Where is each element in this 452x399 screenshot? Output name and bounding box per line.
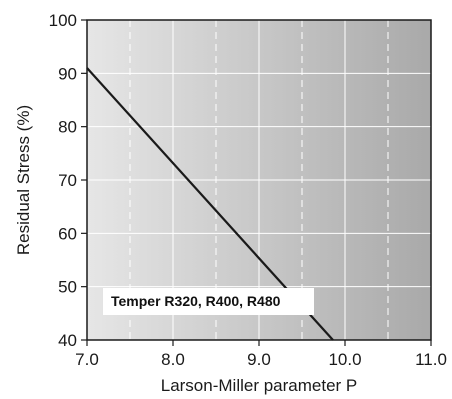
- x-tick-label: 7.0: [75, 350, 99, 369]
- x-axis-title: Larson-Miller parameter P: [161, 376, 358, 395]
- y-tick-label: 100: [49, 11, 77, 30]
- tick-labels: 40 50 60 70 80 90 100 7.0 8.0 9.0 10.0 11.0: [49, 11, 447, 369]
- x-tick-label: 8.0: [161, 350, 185, 369]
- legend-box: [103, 288, 314, 315]
- legend-series-label: Temper R320, R400, R480: [111, 293, 281, 309]
- x-tick-label: 10.0: [328, 350, 361, 369]
- grid-lines: [87, 20, 431, 340]
- y-tick-label: 50: [58, 278, 77, 297]
- legend: Temper R320, R400, R480: [103, 288, 314, 315]
- x-tick-label: 9.0: [247, 350, 271, 369]
- tick-marks: [81, 19, 432, 346]
- y-tick-label: 80: [58, 118, 77, 137]
- x-tick-label: 11.0: [415, 350, 447, 369]
- y-tick-label: 90: [58, 64, 77, 83]
- y-axis-title: Residual Stress (%): [14, 105, 33, 255]
- y-tick-label: 60: [58, 224, 77, 243]
- y-tick-label: 70: [58, 171, 77, 190]
- y-tick-label: 40: [58, 331, 77, 350]
